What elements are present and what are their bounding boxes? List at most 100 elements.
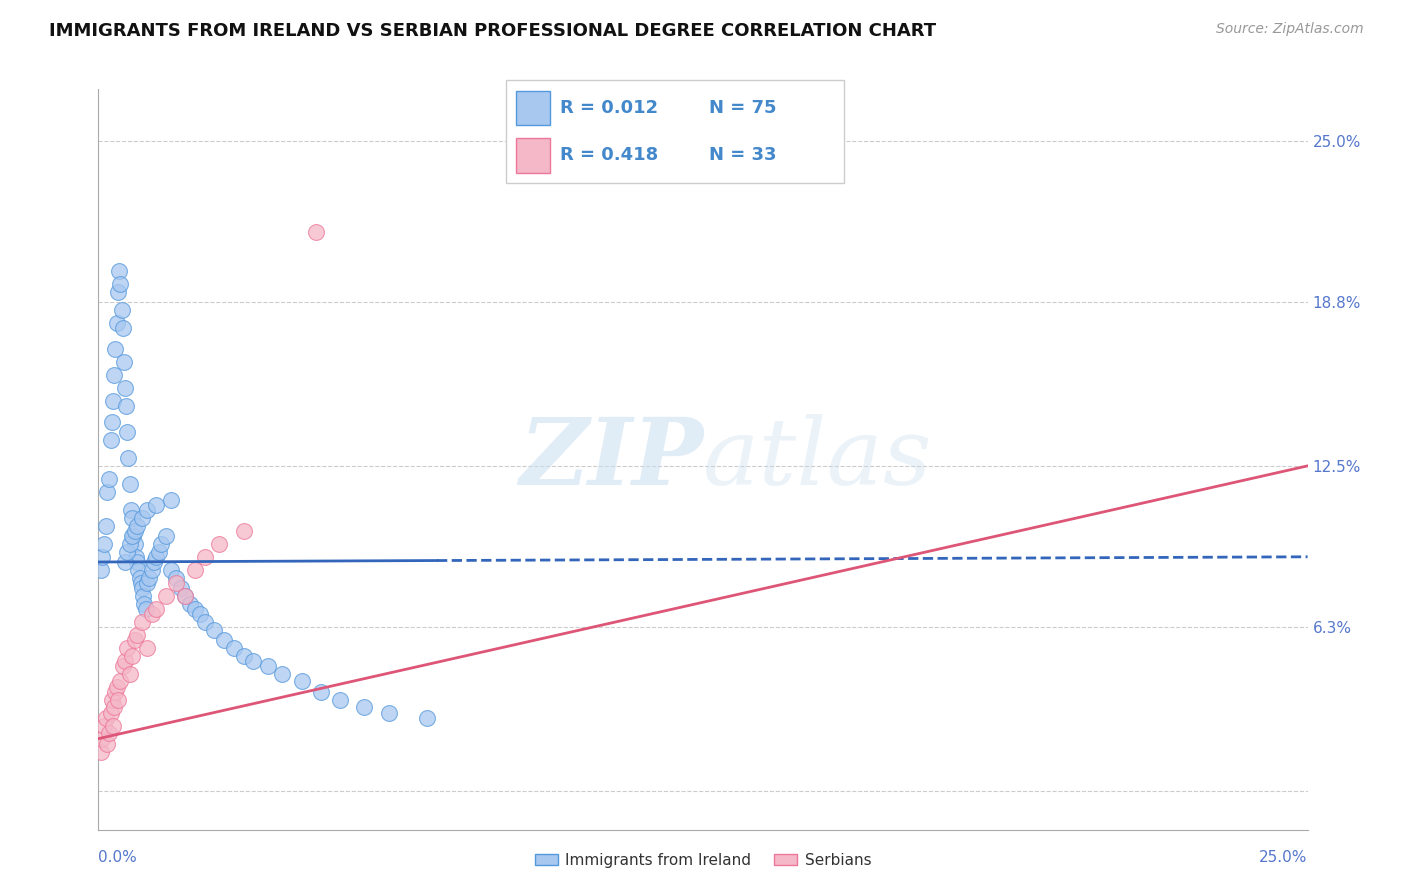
Point (105, 680, 128, 694)
FancyBboxPatch shape (506, 80, 844, 183)
Point (98, 472, 121, 486)
Point (124, 537, 146, 551)
Point (118, 537, 141, 551)
Point (115, 399, 138, 413)
Point (232, 524, 254, 538)
Point (100, 706, 122, 720)
Point (135, 640, 157, 655)
Point (96, 737, 118, 751)
Point (117, 544, 139, 558)
Point (91, 549, 114, 564)
Point (184, 563, 207, 577)
Point (122, 529, 145, 543)
Point (145, 601, 167, 615)
Point (91, 731, 114, 746)
Text: 0.0%: 0.0% (98, 850, 138, 865)
Point (329, 692, 352, 706)
Point (127, 628, 149, 642)
Point (132, 589, 155, 603)
Point (145, 498, 167, 512)
Point (108, 674, 131, 689)
Point (104, 342, 127, 356)
Point (104, 685, 127, 699)
Point (174, 589, 197, 603)
Point (135, 575, 157, 590)
Point (94, 711, 117, 725)
Point (121, 648, 143, 663)
Point (127, 563, 149, 577)
Point (131, 615, 153, 629)
Text: IMMIGRANTS FROM IRELAND VS SERBIAN PROFESSIONAL DEGREE CORRELATION CHART: IMMIGRANTS FROM IRELAND VS SERBIAN PROFE… (49, 22, 936, 40)
Point (134, 597, 156, 611)
Point (143, 555, 166, 569)
Point (103, 368, 125, 382)
Point (121, 529, 143, 543)
Point (128, 571, 150, 585)
Point (103, 700, 125, 714)
Point (148, 544, 170, 558)
Point (305, 225, 328, 239)
Point (145, 549, 167, 564)
Point (111, 321, 134, 335)
Point (100, 433, 122, 447)
Point (184, 601, 207, 615)
Point (141, 607, 163, 621)
Point (129, 575, 152, 590)
Point (101, 415, 124, 429)
Text: ZIP: ZIP (519, 415, 703, 504)
Point (94, 518, 117, 533)
Point (165, 571, 187, 585)
Point (290, 674, 312, 689)
Point (256, 659, 278, 673)
Point (204, 623, 226, 637)
Text: R = 0.012: R = 0.012 (560, 99, 658, 117)
Point (353, 700, 375, 714)
Point (98, 726, 121, 740)
Point (125, 549, 148, 564)
Point (155, 589, 177, 603)
Text: N = 75: N = 75 (709, 99, 776, 117)
Point (120, 503, 142, 517)
Point (90, 563, 112, 577)
Point (114, 381, 136, 395)
Point (93, 537, 115, 551)
Point (112, 355, 135, 369)
Point (101, 692, 124, 706)
Text: 25.0%: 25.0% (1260, 850, 1308, 865)
Point (138, 571, 160, 585)
Point (212, 632, 235, 647)
Point (90, 745, 112, 759)
Point (118, 477, 141, 491)
Point (111, 303, 134, 318)
Text: Source: ZipAtlas.com: Source: ZipAtlas.com (1216, 22, 1364, 37)
Point (174, 589, 197, 603)
Point (155, 529, 177, 543)
Point (127, 555, 149, 569)
Point (117, 425, 139, 439)
Point (93, 719, 115, 733)
Point (117, 451, 139, 466)
Point (105, 316, 128, 330)
Point (101, 393, 124, 408)
Point (114, 654, 136, 668)
Point (208, 537, 231, 551)
Point (127, 518, 149, 533)
Point (141, 563, 163, 577)
Point (169, 581, 191, 595)
Point (108, 277, 131, 291)
Point (107, 692, 129, 706)
Point (101, 719, 124, 733)
Point (377, 706, 399, 720)
Point (194, 615, 217, 629)
Point (107, 285, 129, 299)
Point (242, 654, 264, 668)
Text: R = 0.418: R = 0.418 (560, 146, 658, 164)
Point (232, 648, 254, 663)
Legend: Immigrants from Ireland, Serbians: Immigrants from Ireland, Serbians (529, 847, 877, 874)
Point (131, 581, 153, 595)
Point (309, 685, 332, 699)
Point (135, 503, 157, 517)
Point (222, 640, 245, 655)
Point (188, 607, 211, 621)
Point (416, 711, 439, 725)
